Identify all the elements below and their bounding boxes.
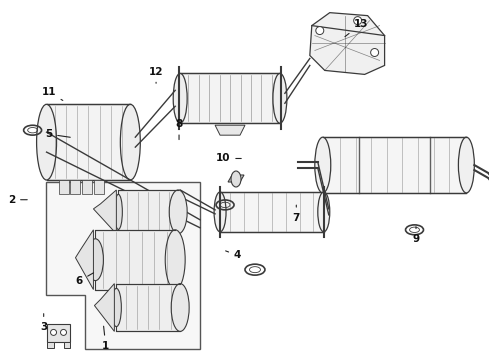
Ellipse shape	[316, 27, 324, 35]
Text: 10: 10	[216, 153, 241, 163]
Polygon shape	[228, 175, 244, 182]
Ellipse shape	[165, 230, 185, 289]
Ellipse shape	[318, 192, 330, 232]
Ellipse shape	[37, 104, 56, 180]
Polygon shape	[71, 180, 80, 194]
Ellipse shape	[273, 73, 287, 123]
Text: 4: 4	[225, 250, 242, 260]
Polygon shape	[119, 190, 178, 234]
Ellipse shape	[173, 73, 187, 123]
Text: 8: 8	[175, 120, 183, 140]
Polygon shape	[47, 104, 130, 180]
Text: 12: 12	[149, 67, 163, 83]
Polygon shape	[46, 182, 200, 349]
Polygon shape	[64, 342, 71, 348]
Text: 13: 13	[345, 19, 368, 37]
Polygon shape	[323, 137, 466, 193]
Polygon shape	[95, 180, 104, 194]
Ellipse shape	[50, 329, 56, 336]
Text: 3: 3	[40, 314, 48, 332]
Polygon shape	[220, 192, 324, 232]
Polygon shape	[82, 180, 93, 194]
Ellipse shape	[231, 171, 241, 187]
Polygon shape	[58, 180, 69, 194]
Polygon shape	[215, 125, 245, 135]
Ellipse shape	[61, 329, 67, 336]
Ellipse shape	[458, 137, 474, 193]
Polygon shape	[75, 230, 94, 289]
Ellipse shape	[114, 194, 122, 229]
Ellipse shape	[121, 104, 140, 180]
Polygon shape	[47, 342, 53, 348]
Ellipse shape	[370, 49, 379, 57]
Polygon shape	[95, 284, 114, 332]
Ellipse shape	[214, 192, 226, 232]
Text: 7: 7	[293, 205, 300, 222]
Text: 11: 11	[41, 87, 63, 100]
Ellipse shape	[171, 284, 189, 332]
Text: 5: 5	[45, 129, 70, 139]
Polygon shape	[94, 190, 116, 234]
Ellipse shape	[111, 288, 122, 327]
Polygon shape	[310, 13, 385, 75]
Ellipse shape	[87, 239, 103, 280]
Polygon shape	[47, 324, 71, 342]
Ellipse shape	[354, 17, 362, 24]
Polygon shape	[116, 284, 180, 332]
Text: 9: 9	[413, 226, 419, 244]
Polygon shape	[180, 73, 280, 123]
Text: 2: 2	[8, 195, 27, 205]
Ellipse shape	[315, 137, 331, 193]
Text: 1: 1	[102, 326, 109, 351]
Ellipse shape	[169, 190, 187, 234]
Polygon shape	[96, 230, 175, 289]
Text: 6: 6	[75, 273, 94, 286]
